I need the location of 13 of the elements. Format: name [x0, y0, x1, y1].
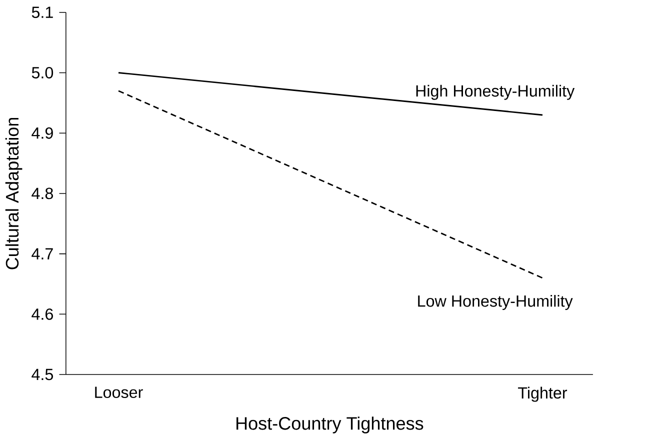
series-label: High Honesty-Humility [416, 84, 575, 100]
y-tick-label: 4.8 [32, 188, 53, 200]
y-tick-label: 5.1 [32, 6, 53, 18]
y-tick-label: 4.9 [32, 127, 53, 139]
y-axis-title: Cultural Adaptation [5, 118, 22, 270]
y-tick-label: 4.6 [32, 308, 53, 320]
x-axis-title: Host-Country Tightness [236, 416, 424, 434]
y-tick-label: 4.7 [32, 248, 53, 260]
x-tick-label: Looser [95, 386, 143, 398]
y-tick-label: 4.5 [32, 368, 53, 380]
text: Low Honesty-Humility [418, 294, 573, 310]
y-tick-label: 5.0 [32, 67, 54, 78]
x-tick-label: Tighter [518, 386, 568, 402]
